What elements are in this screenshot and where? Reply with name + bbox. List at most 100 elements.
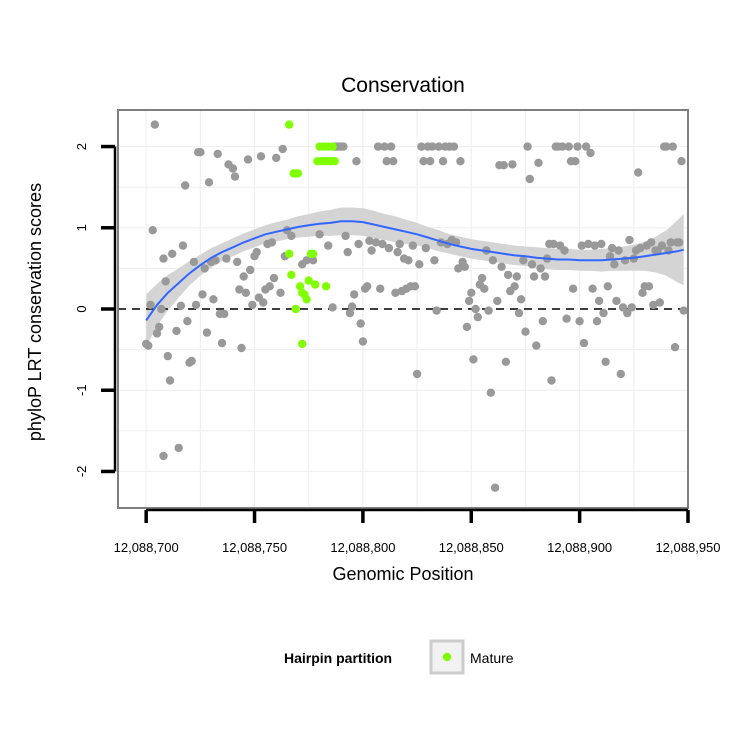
point-other <box>341 231 350 241</box>
point-other <box>499 161 508 170</box>
point-other <box>592 317 602 326</box>
point-other <box>668 142 677 151</box>
point-other <box>662 142 671 151</box>
point-other <box>434 142 443 151</box>
y-axis: -2 -1 0 1 2 <box>74 143 117 477</box>
point-other <box>625 235 634 245</box>
point-other <box>573 142 582 151</box>
point-other <box>209 295 218 304</box>
point-other <box>618 303 628 312</box>
point-other <box>211 256 220 265</box>
point-other <box>178 241 188 250</box>
x-tick-label: 12,088,700 <box>114 540 179 555</box>
point-mature <box>304 276 313 285</box>
point-other <box>677 157 686 166</box>
point-other <box>649 300 658 310</box>
point-other <box>187 356 196 366</box>
point-other <box>410 282 420 291</box>
point-other <box>191 300 201 310</box>
point-other <box>256 152 266 161</box>
point-other <box>354 239 363 249</box>
x-tick-label: 12,088,800 <box>330 540 395 555</box>
point-other <box>278 144 287 154</box>
confidence-band-area <box>146 207 684 347</box>
point-other <box>233 257 242 267</box>
point-mature <box>311 280 320 289</box>
point-other <box>389 157 398 166</box>
point-other <box>183 317 192 326</box>
point-other <box>259 298 268 307</box>
point-other <box>581 142 591 151</box>
point-other <box>503 270 513 280</box>
point-other <box>493 296 502 306</box>
point-other <box>516 295 526 304</box>
point-other <box>666 238 675 247</box>
point-other <box>577 241 586 250</box>
point-other <box>241 288 251 297</box>
point-other <box>220 309 229 319</box>
point-other <box>176 301 186 310</box>
y-axis-title: phyloP LRT conservation scores <box>25 183 45 441</box>
x-axis: 12,088,700 12,088,750 12,088,800 12,088,850… <box>114 508 721 555</box>
point-other <box>196 148 205 157</box>
x-axis-title: Genomic Position <box>332 564 473 584</box>
point-other <box>616 369 625 379</box>
y-tick-label: 1 <box>74 224 89 231</box>
point-other <box>679 306 688 315</box>
point-other <box>421 243 430 253</box>
point-other <box>248 300 257 310</box>
point-other <box>382 157 391 166</box>
point-other <box>272 153 281 163</box>
point-other <box>568 284 578 293</box>
point-other <box>634 168 643 177</box>
point-other <box>155 322 164 332</box>
point-other <box>510 282 519 291</box>
point-other <box>380 142 389 151</box>
point-other <box>345 308 355 318</box>
point-other <box>428 142 437 151</box>
point-other <box>597 239 606 249</box>
point-other <box>230 172 240 181</box>
point-mature <box>295 282 305 291</box>
point-mature <box>293 169 303 178</box>
point-other <box>549 239 558 249</box>
point-mature <box>328 142 337 151</box>
point-other <box>670 343 680 352</box>
x-tick-label: 12,088,900 <box>547 540 612 555</box>
point-other <box>269 273 279 283</box>
point-other <box>302 256 311 265</box>
point-other <box>636 243 645 253</box>
point-other <box>601 357 610 366</box>
point-other <box>222 254 231 263</box>
point-other <box>508 160 517 169</box>
point-mature <box>287 270 296 280</box>
point-other <box>200 264 209 273</box>
point-other <box>265 282 274 291</box>
point-mature <box>308 249 318 258</box>
point-other <box>579 338 589 348</box>
point-other <box>148 226 157 235</box>
point-other <box>287 231 296 241</box>
point-other <box>146 300 155 310</box>
point-other <box>308 256 318 265</box>
point-other <box>202 328 212 337</box>
point-other <box>181 181 190 190</box>
point-other <box>657 241 667 250</box>
point-other <box>473 312 482 322</box>
point-other <box>213 149 222 159</box>
legend: Hairpin partition Mature <box>284 639 514 675</box>
point-other <box>347 302 357 311</box>
point-mature <box>302 295 311 304</box>
point-other <box>198 290 207 299</box>
point-other <box>547 376 556 385</box>
point-other <box>376 284 385 293</box>
y-tick-label: -1 <box>74 384 89 396</box>
point-other <box>365 236 374 245</box>
point-other <box>590 241 599 250</box>
point-other <box>373 142 383 151</box>
point-other <box>599 308 608 318</box>
point-other <box>350 290 359 299</box>
point-other <box>438 157 448 166</box>
point-other <box>239 272 248 281</box>
point-other <box>586 148 595 158</box>
